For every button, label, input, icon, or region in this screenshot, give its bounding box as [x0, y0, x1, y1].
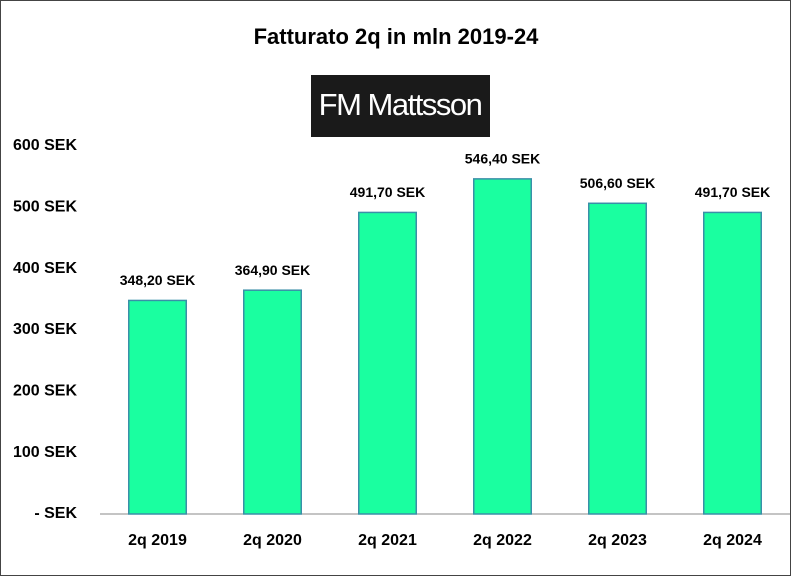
x-tick-label: 2q 2019	[128, 532, 187, 549]
bar	[588, 202, 647, 515]
y-tick-label: 600 SEK	[13, 137, 77, 154]
chart-title: Fatturato 2q in mln 2019-24	[254, 24, 540, 49]
x-tick-label: 2q 2021	[358, 532, 417, 549]
y-tick-label: - SEK	[34, 505, 77, 522]
value-label: 348,20 SEK	[120, 272, 196, 288]
x-tick-label: 2q 2024	[703, 532, 762, 549]
y-tick-label: 500 SEK	[13, 199, 77, 216]
value-label: 491,70 SEK	[695, 184, 771, 200]
value-label: 506,60 SEK	[580, 175, 656, 191]
x-tick-label: 2q 2022	[473, 532, 532, 549]
y-tick-label: 200 SEK	[13, 383, 77, 400]
value-label: 546,40 SEK	[465, 151, 541, 167]
y-tick-label: 300 SEK	[13, 321, 77, 338]
x-tick-label: 2q 2020	[243, 532, 302, 549]
bar	[243, 289, 302, 515]
value-label: 491,70 SEK	[350, 184, 426, 200]
value-label: 364,90 SEK	[235, 262, 311, 278]
y-tick-label: 100 SEK	[13, 444, 77, 461]
logo: FM Mattsson	[319, 87, 482, 122]
logo-box	[311, 75, 490, 137]
bar	[128, 299, 187, 515]
x-tick-label: 2q 2023	[588, 532, 647, 549]
y-tick-label: 400 SEK	[13, 260, 77, 277]
bar	[358, 211, 417, 515]
bar	[473, 178, 532, 515]
bar	[703, 211, 762, 515]
